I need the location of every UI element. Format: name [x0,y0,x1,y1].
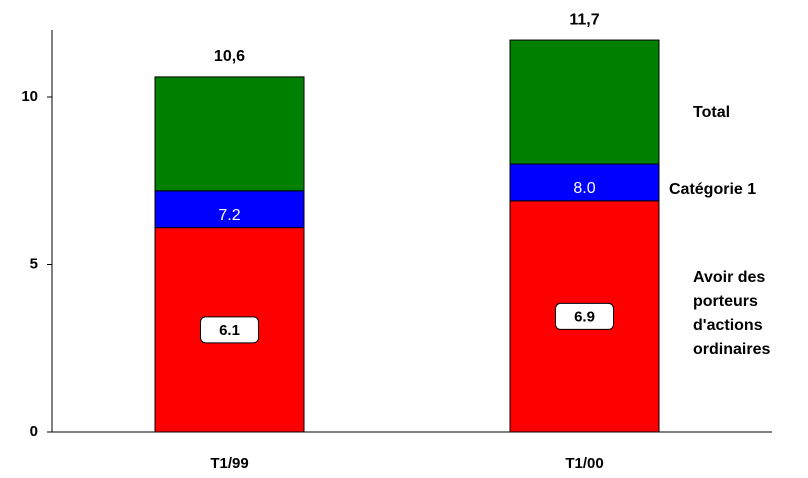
y-tick-label: 5 [30,255,38,272]
x-tick-label: T1/00 [565,455,603,472]
bar-segment [154,76,305,192]
legend-label: Total [693,104,731,121]
x-tick-label: T1/99 [210,455,248,472]
total-label: 11,7 [569,11,599,28]
value-label-box [555,302,614,330]
cumulative-label: 8.0 [573,180,595,197]
legend-label: Catégorie 1 [669,181,757,198]
legend-label: Avoir des porteurs d'actions ordinaires [693,269,771,358]
bar-segment [154,190,305,229]
value-label: 6.1 [219,322,240,339]
value-label-box [200,316,259,344]
y-tick-label: 10 [21,88,38,105]
value-label: 6.9 [574,308,595,325]
total-label: 10,6 [214,48,245,65]
cumulative-label: 7.2 [218,207,240,224]
bar-segment [509,163,660,202]
y-tick-label: 0 [30,423,38,440]
bar-segment [509,39,660,165]
